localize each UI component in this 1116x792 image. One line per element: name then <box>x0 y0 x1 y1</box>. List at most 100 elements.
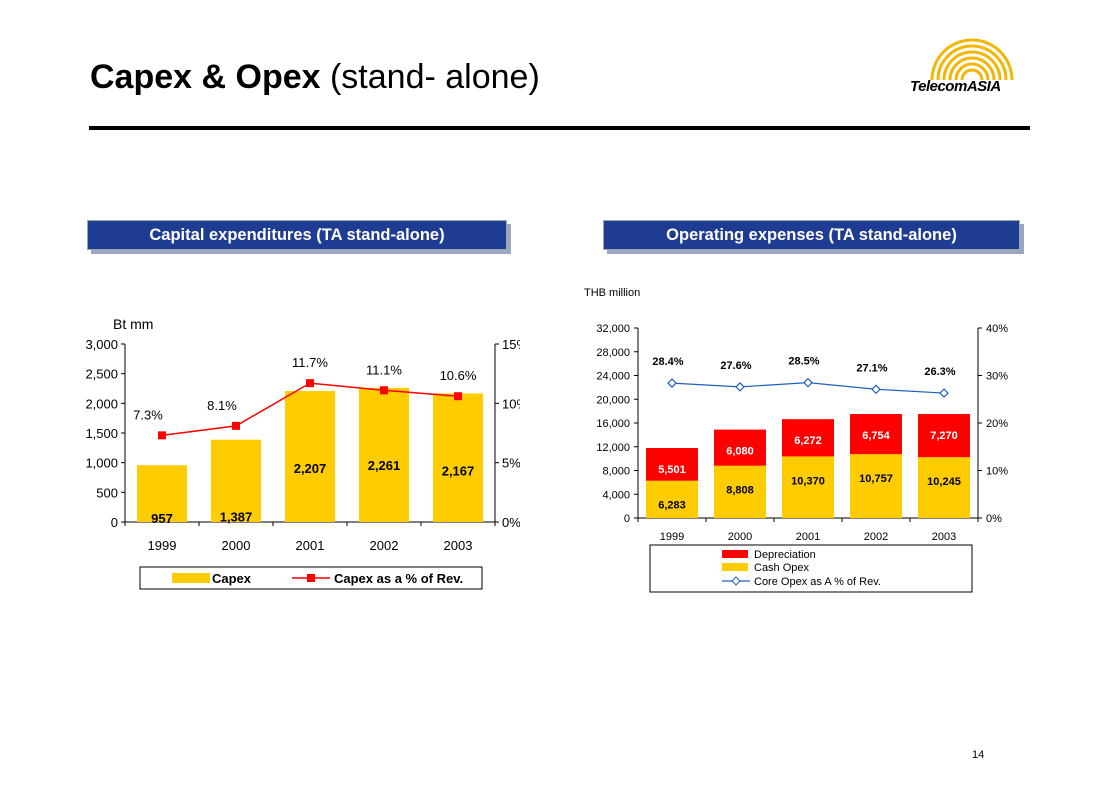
capex-bar <box>137 465 187 522</box>
y2-tick-label: 10% <box>986 466 1008 478</box>
y-tick-label: 16,000 <box>596 418 630 430</box>
y-tick-label: 28,000 <box>596 347 630 359</box>
cash-opex-label: 10,245 <box>927 476 961 488</box>
legend-swatch-depreciation <box>722 550 748 558</box>
cash-opex-bar <box>850 454 902 518</box>
capex-pct-point <box>158 431 166 440</box>
x-tick-label: 2002 <box>864 531 888 543</box>
y-tick-label: 4,000 <box>602 489 630 501</box>
cash-opex-label: 8,808 <box>726 485 754 497</box>
y-unit-label: Bt mm <box>113 316 153 332</box>
y-tick-label: 3,000 <box>85 337 118 352</box>
y2-tick-label: 10% <box>502 396 520 411</box>
capex-pct-point <box>306 379 314 388</box>
capex-pct-label: 8.1% <box>207 398 237 413</box>
opex-legend-box <box>649 544 973 593</box>
page-title-suffix: (stand- alone) <box>329 58 540 96</box>
y-unit-label: THB million <box>584 287 640 299</box>
x-tick-label: 2001 <box>296 538 325 553</box>
core-opex-pct-label: 27.6% <box>720 360 751 372</box>
capex-bar-label: 2,207 <box>294 461 327 476</box>
page-number: 14 <box>972 749 985 761</box>
y-tick-label: 32,000 <box>596 323 630 335</box>
depreciation-label: 6,272 <box>794 435 822 447</box>
depreciation-bar <box>918 414 970 458</box>
cash-opex-bar <box>714 465 766 518</box>
legend-marker-capex-pct <box>307 574 315 582</box>
depreciation-label: 7,270 <box>930 430 958 442</box>
depreciation-label: 5,501 <box>658 464 686 476</box>
y2-tick-label: 40% <box>986 323 1008 335</box>
core-opex-pct-point <box>871 384 881 395</box>
core-opex-pct-label: 28.4% <box>652 356 683 368</box>
cash-opex-bar <box>782 456 834 518</box>
capex-bar <box>211 439 261 522</box>
cash-opex-label: 6,283 <box>658 500 686 512</box>
y2-tick-label: 15% <box>502 337 520 352</box>
capex-bar-label: 2,261 <box>368 458 401 473</box>
capex-pct-point <box>232 421 240 430</box>
depreciation-label: 6,080 <box>726 446 754 458</box>
y2-tick-label: 30% <box>986 371 1008 383</box>
y2-tick-label: 0% <box>502 515 520 530</box>
y-tick-label: 12,000 <box>596 442 630 454</box>
legend-label-capex: Capex <box>212 571 252 586</box>
core-opex-pct-point <box>939 388 949 398</box>
x-tick-label: 1999 <box>148 538 177 553</box>
cash-opex-bar <box>918 457 970 518</box>
cash-opex-label: 10,370 <box>791 475 825 487</box>
x-tick-label: 2000 <box>728 531 752 543</box>
y-tick-label: 1,000 <box>85 456 118 471</box>
depreciation-bar <box>850 414 902 455</box>
capex-bar-label: 957 <box>151 511 173 526</box>
core-opex-pct-point <box>735 382 745 392</box>
legend-swatch-capex <box>172 573 210 583</box>
capex-bar <box>433 393 483 522</box>
legend-label-capex-pct: Capex as a % of Rev. <box>334 571 463 586</box>
capex-pct-label: 11.7% <box>292 355 328 370</box>
core-opex-pct-point <box>667 378 677 388</box>
capex-bar-label: 1,387 <box>220 510 253 525</box>
depreciation-label: 6,754 <box>862 430 890 442</box>
title-divider <box>89 126 1030 130</box>
logo-text: TelecomASIA <box>910 78 1001 95</box>
capex-pct-point <box>380 386 388 395</box>
legend-swatch-cash-opex <box>722 563 748 571</box>
capex-pct-label: 11.1% <box>366 362 402 377</box>
depreciation-bar <box>646 448 698 481</box>
capex-bar <box>285 391 335 522</box>
depreciation-bar <box>714 429 766 466</box>
y2-tick-label: 20% <box>986 418 1008 430</box>
x-tick-label: 2000 <box>222 538 251 553</box>
opex-chart: THB million 0 4,000 8,000 12,000 16,000 20,000… <box>584 287 1008 593</box>
y-tick-label: 8,000 <box>602 466 630 478</box>
y2-tick-label: 5% <box>502 456 520 471</box>
telecomasia-logo: TelecomASIA <box>906 28 1036 100</box>
x-tick-label: 1999 <box>660 531 684 543</box>
core-opex-pct-label: 27.1% <box>856 362 887 374</box>
cash-opex-bar <box>646 480 698 518</box>
cash-opex-label: 10,757 <box>859 473 893 485</box>
x-tick-label: 2003 <box>932 531 956 543</box>
y2-tick-label: 0% <box>986 513 1002 525</box>
depreciation-bar <box>782 419 834 457</box>
opex-chart-header: Operating expenses (TA stand-alone) <box>603 220 1020 250</box>
x-tick-label: 2001 <box>796 531 820 543</box>
y-tick-label: 24,000 <box>596 371 630 383</box>
y-tick-label: 2,000 <box>85 396 118 411</box>
y-tick-label: 2,500 <box>85 367 118 382</box>
y-tick-label: 500 <box>96 485 118 500</box>
legend-label-depreciation: Depreciation <box>754 549 816 561</box>
page-title-main: Capex & Opex <box>90 58 321 96</box>
core-opex-pct-label: 26.3% <box>924 366 955 378</box>
capex-chart-header: Capital expenditures (TA stand-alone) <box>87 220 507 250</box>
capex-pct-label: 7.3% <box>133 407 163 422</box>
capex-bar-label: 2,167 <box>442 463 475 478</box>
y-tick-label: 0 <box>111 515 118 530</box>
legend-label-core-opex-pct: Core Opex as A % of Rev. <box>754 576 881 588</box>
capex-pct-point <box>454 392 462 401</box>
legend-marker-core-opex-pct <box>731 576 741 586</box>
y-tick-label: 1,500 <box>85 426 118 441</box>
x-tick-label: 2002 <box>370 538 399 553</box>
capex-pct-label: 10.6% <box>440 368 477 383</box>
